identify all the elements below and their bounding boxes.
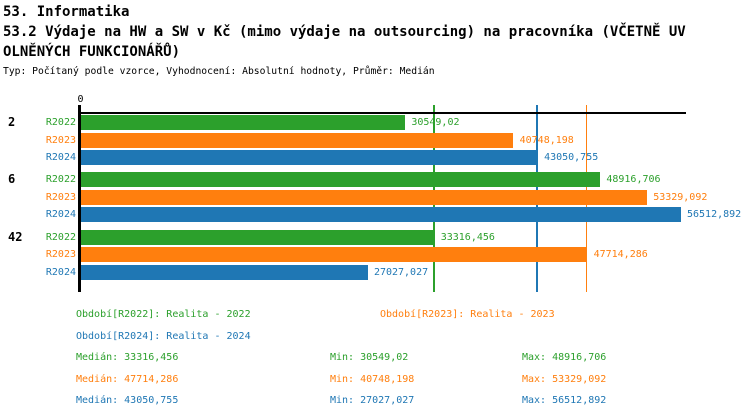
series-label-r2024-group-6: R2024 xyxy=(45,209,76,221)
legend-min-r2024: Min: 27027,027 xyxy=(330,395,415,406)
bar-r2024-group-2 xyxy=(80,150,538,165)
series-label-r2022-group-6: R2022 xyxy=(45,174,76,186)
series-label-r2022-group-2: R2022 xyxy=(45,117,76,128)
bar-value-r2022-group-6: 48916,706 xyxy=(606,174,661,186)
bar-value-r2024-group-2: 43050,755 xyxy=(544,152,599,163)
group-label-6: 6 xyxy=(8,172,16,187)
bar-value-r2022-group-42: 33316,456 xyxy=(440,231,495,243)
bar-r2022-group-2 xyxy=(80,115,405,130)
bar-value-r2024-group-6: 56512,892 xyxy=(687,209,742,221)
bar-value-r2024-group-42: 27027,027 xyxy=(373,266,429,278)
y-axis-line xyxy=(78,105,81,292)
series-label-r2023-group-42: R2023 xyxy=(45,249,76,260)
legend-period-r2022: Období[R2022]: Realita - 2022 xyxy=(76,309,251,320)
series-label-r2023-group-6: R2023 xyxy=(45,191,76,203)
legend-max-r2023: Max: 53329,092 xyxy=(522,373,607,385)
indicator-meta: Typ: Počítaný podle vzorce, Vyhodnocení:… xyxy=(3,66,435,77)
bar-r2022-group-42 xyxy=(80,229,435,245)
bar-value-r2023-group-42: 47714,286 xyxy=(593,249,648,260)
bar-value-r2023-group-6: 53329,092 xyxy=(653,191,708,203)
legend-min-r2022: Min: 30549,02 xyxy=(330,352,409,363)
bar-r2023-group-6 xyxy=(80,189,647,205)
bar-r2024-group-42 xyxy=(80,264,368,280)
legend-min-r2023: Min: 40748,198 xyxy=(330,373,415,385)
legend-median-r2024: Medián: 43050,755 xyxy=(76,395,179,406)
bar-r2024-group-6 xyxy=(80,207,681,223)
bar-r2023-group-2 xyxy=(80,132,514,148)
series-label-r2023-group-2: R2023 xyxy=(45,134,76,146)
legend-period-r2023: Období[R2023]: Realita - 2023 xyxy=(380,309,555,320)
legend-median-r2022: Medián: 33316,456 xyxy=(76,352,179,363)
bar-r2023-group-42 xyxy=(80,247,588,262)
bar-value-r2022-group-2: 30549,02 xyxy=(411,117,460,128)
legend-period-r2024: Období[R2024]: Realita - 2024 xyxy=(76,331,251,342)
series-label-r2024-group-42: R2024 xyxy=(45,266,76,278)
x-axis-line xyxy=(78,112,686,114)
bar-value-r2023-group-2: 40748,198 xyxy=(519,134,574,146)
series-label-r2024-group-2: R2024 xyxy=(45,152,76,163)
series-label-r2022-group-42: R2022 xyxy=(45,231,76,243)
legend-max-r2024: Max: 56512,892 xyxy=(522,395,607,406)
group-label-2: 2 xyxy=(8,115,16,129)
report-section-title: 53. Informatika xyxy=(3,4,130,20)
bar-r2022-group-6 xyxy=(80,172,600,188)
indicator-title-line2: OLNĚNÝCH FUNKCIONÁŘŮ) xyxy=(3,44,181,60)
group-label-42: 42 xyxy=(8,229,23,244)
x-axis-zero-label: 0 xyxy=(77,94,84,105)
legend-max-r2022: Max: 48916,706 xyxy=(522,352,607,363)
legend-median-r2023: Medián: 47714,286 xyxy=(76,373,179,385)
indicator-title-line1: 53.2 Výdaje na HW a SW v Kč (mimo výdaje… xyxy=(3,24,686,40)
